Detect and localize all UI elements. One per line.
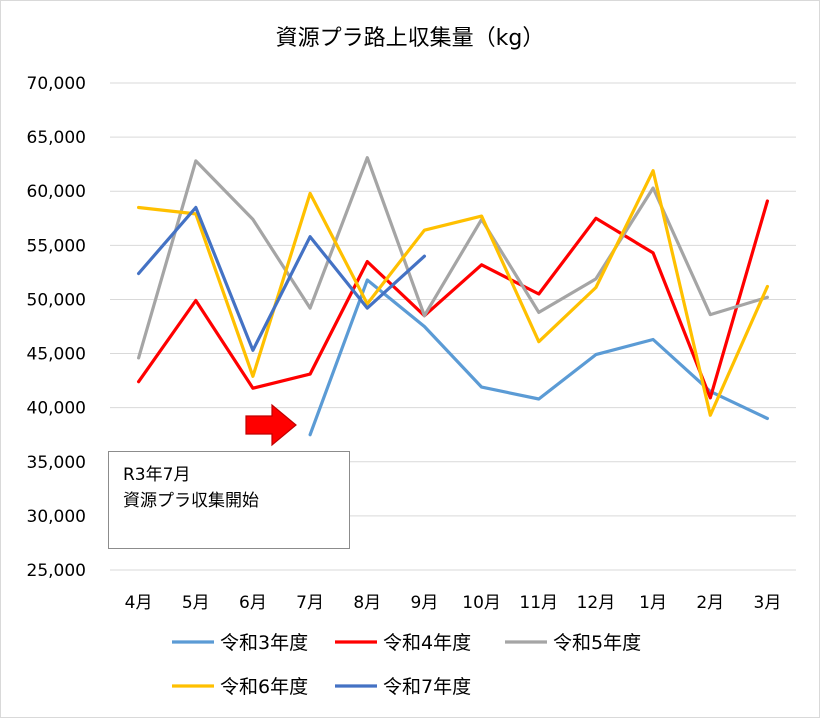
x-tick-label: 2月 xyxy=(696,593,724,613)
x-tick-label: 12月 xyxy=(577,593,616,613)
x-tick-label: 7月 xyxy=(296,593,324,613)
series-lines xyxy=(137,156,770,437)
x-tick-label: 8月 xyxy=(353,593,381,613)
legend-label: 令和6年度 xyxy=(220,676,308,698)
x-axis-ticks: 4月 5月 6月 7月 8月 9月 10月 11月 12月 1月 2月 3月 xyxy=(125,593,782,613)
arrow-shape xyxy=(245,403,297,447)
series-line-1 xyxy=(308,278,770,437)
y-tick-label: 25,000 xyxy=(27,561,86,581)
y-tick-label: 60,000 xyxy=(27,182,86,202)
y-tick-label: 65,000 xyxy=(27,128,86,148)
y-axis-ticks: 70,000 65,000 60,000 55,000 50,000 45,000 40,0… xyxy=(27,74,86,581)
x-tick-label: 11月 xyxy=(519,593,558,613)
x-tick-label: 4月 xyxy=(125,593,153,613)
x-tick-label: 3月 xyxy=(754,593,782,613)
y-tick-label: 50,000 xyxy=(27,290,86,310)
y-tick-label: 30,000 xyxy=(27,507,86,527)
annotation-box: R3年7月 資源プラ収集開始 xyxy=(108,451,350,549)
legend-label: 令和5年度 xyxy=(553,632,641,654)
series-line-2 xyxy=(137,199,770,400)
y-tick-label: 45,000 xyxy=(27,345,86,365)
y-tick-label: 40,000 xyxy=(27,399,86,419)
legend-label: 令和4年度 xyxy=(383,632,471,654)
y-tick-label: 55,000 xyxy=(27,236,86,256)
x-tick-label: 5月 xyxy=(182,593,210,613)
y-tick-label: 35,000 xyxy=(27,453,86,473)
legend-label: 令和7年度 xyxy=(383,676,471,698)
chart-title: 資源プラ路上収集量（kg） xyxy=(276,26,545,51)
y-tick-label: 70,000 xyxy=(27,74,86,94)
annotation-line-1: R3年7月 xyxy=(123,465,191,485)
series-line-5 xyxy=(137,205,426,352)
x-tick-label: 9月 xyxy=(411,593,439,613)
x-tick-label: 10月 xyxy=(462,593,501,613)
x-tick-label: 1月 xyxy=(639,593,667,613)
x-tick-label: 6月 xyxy=(239,593,267,613)
annotation-arrow xyxy=(245,403,297,447)
annotation-line-2: 資源プラ収集開始 xyxy=(123,491,259,511)
legend-label: 令和3年度 xyxy=(220,632,308,654)
series-line-4 xyxy=(137,169,770,417)
